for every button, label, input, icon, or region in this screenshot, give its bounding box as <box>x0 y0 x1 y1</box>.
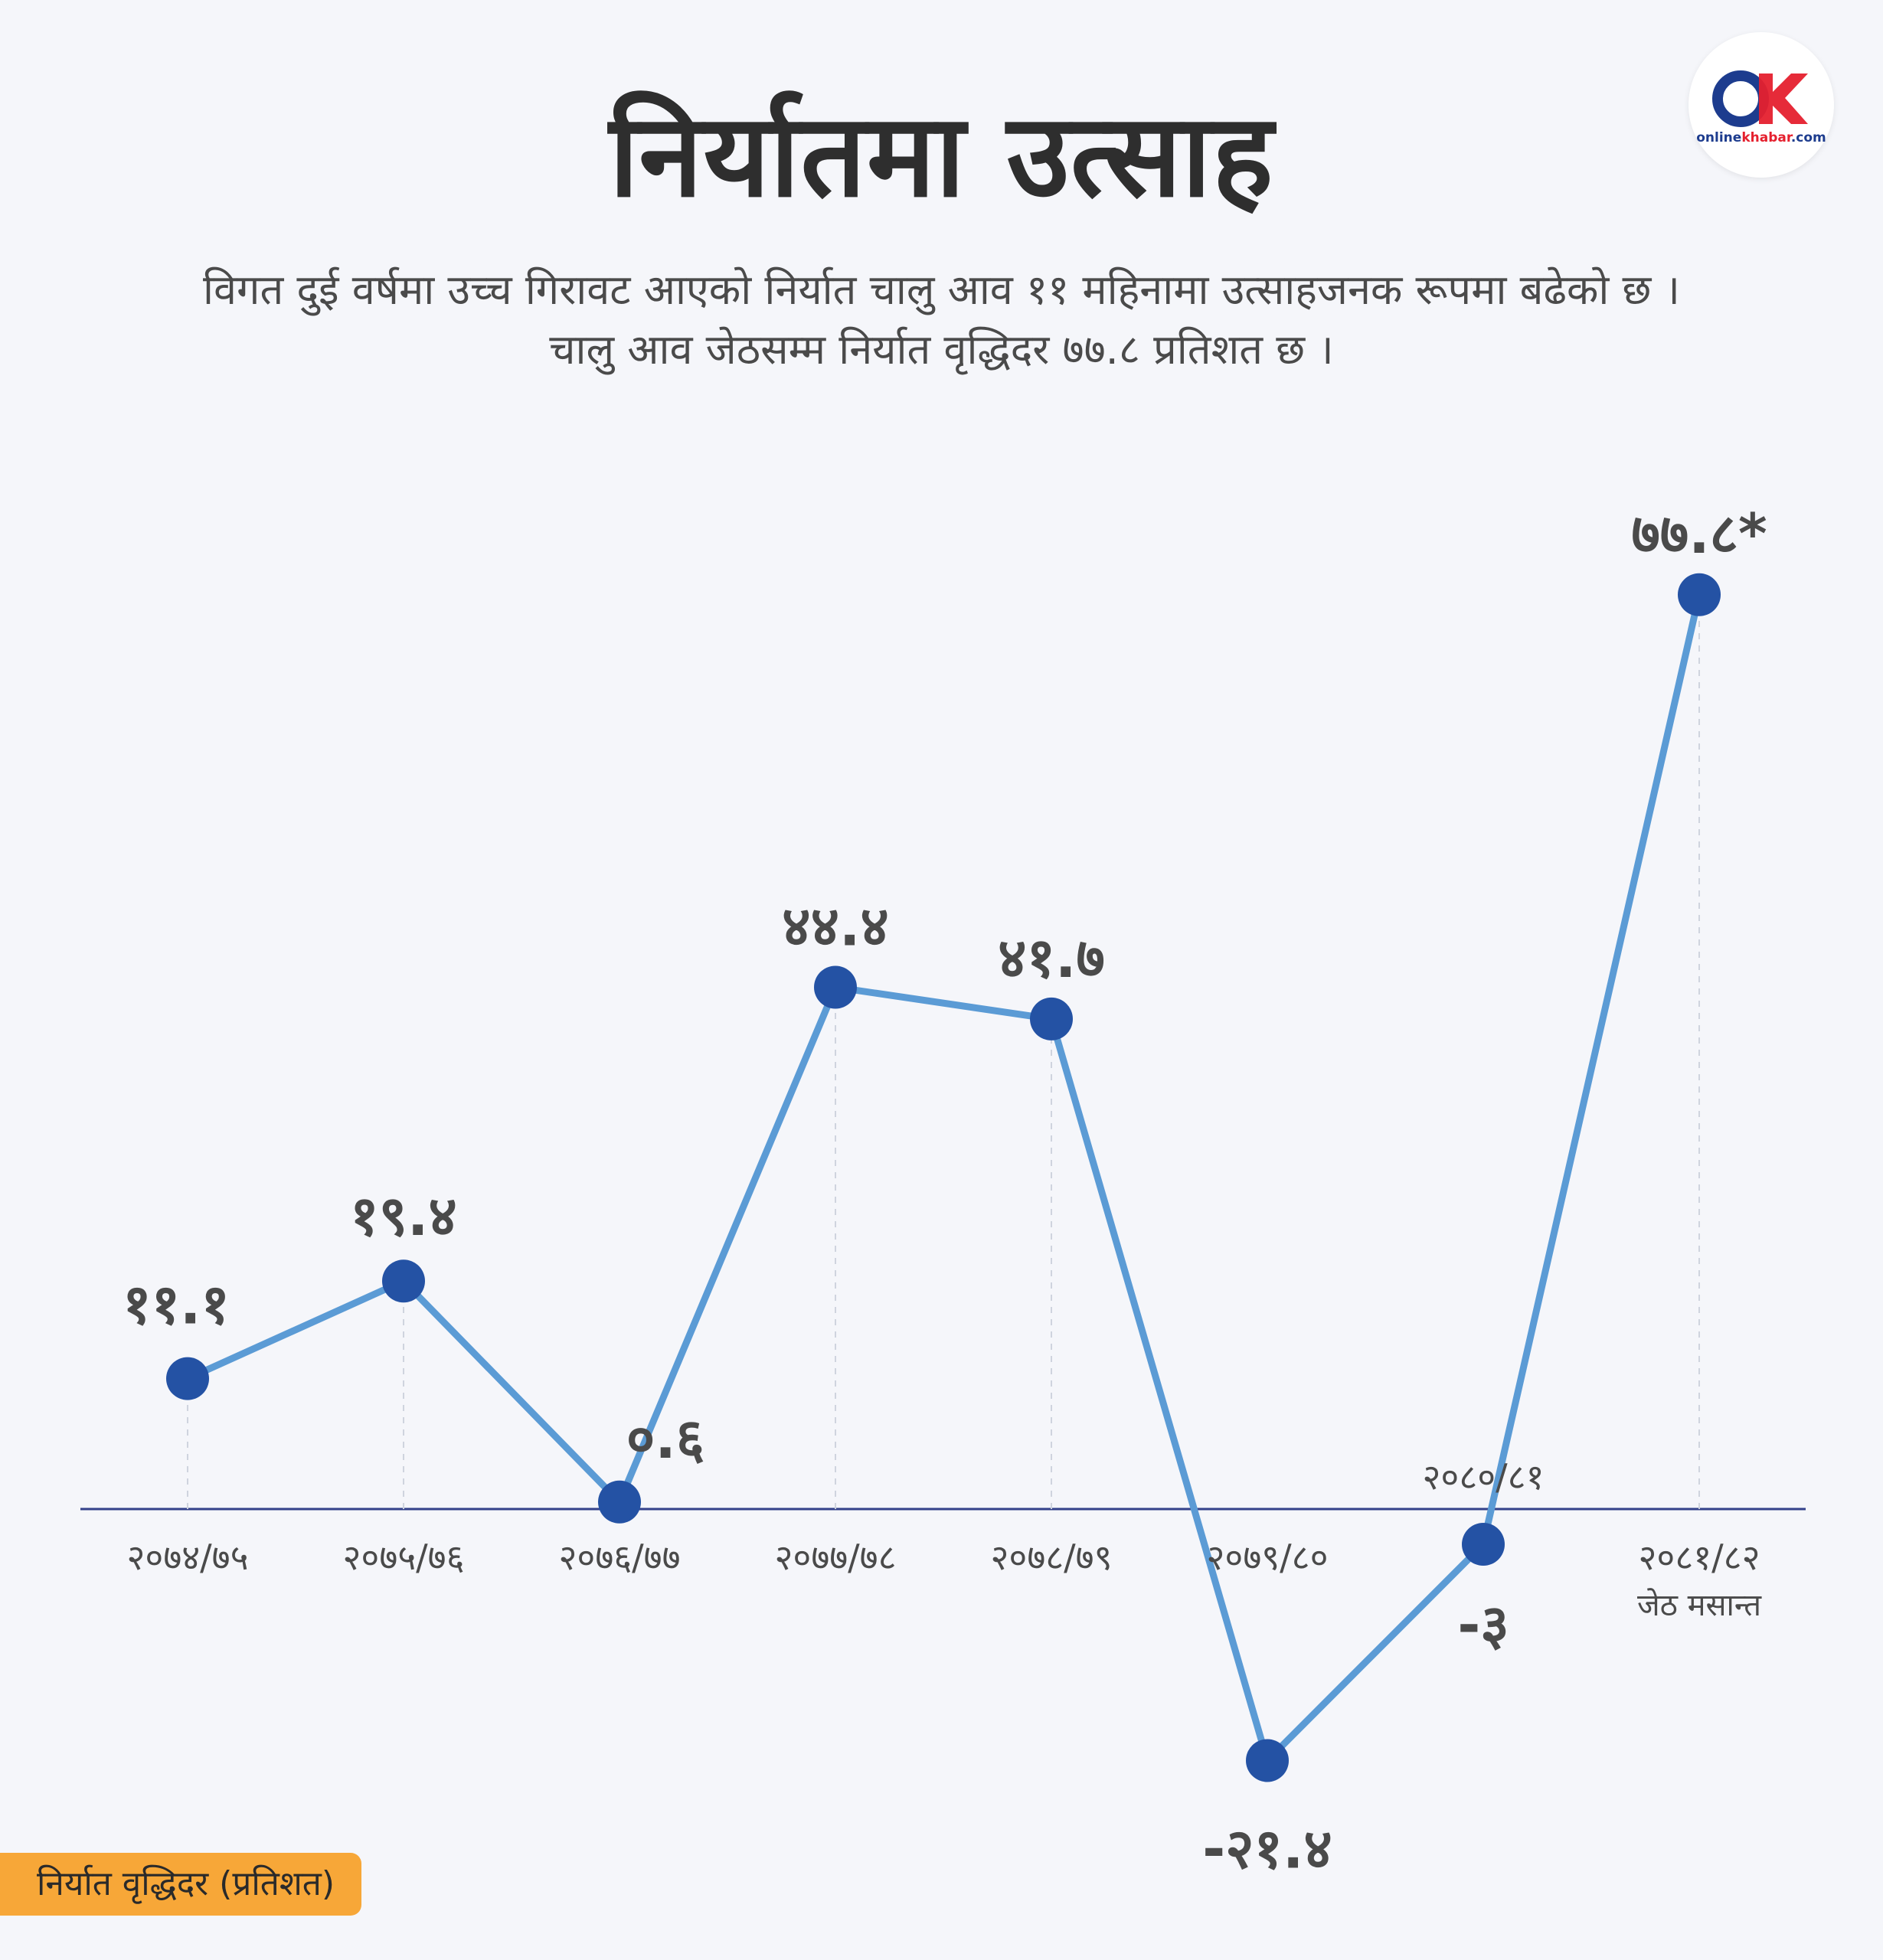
x-tick-label: २०८०/८१ <box>1422 1456 1544 1498</box>
data-point <box>1678 573 1721 616</box>
value-label: ४४.४ <box>782 893 889 958</box>
data-points <box>166 573 1721 1782</box>
value-label: ११.१ <box>123 1272 230 1337</box>
value-label: ७७.८* <box>1631 501 1767 566</box>
legend-badge: निर्यात वृद्धिदर (प्रतिशत) <box>0 1853 361 1916</box>
value-labels: ११.१ १९.४ ०.६ ४४.४ ४१.७ -२१.४ -३ ७७.८* <box>123 501 1767 1881</box>
data-point <box>814 965 857 1009</box>
x-tick-label: २०७७/७८ <box>774 1537 896 1578</box>
chart-subtitle: विगत दुई वर्षमा उच्च गिरावट आएको निर्यात… <box>61 260 1822 380</box>
chart-title: निर्यातमा उत्साह <box>609 90 1274 223</box>
x-tick-label: २०७५/७६ <box>342 1537 464 1578</box>
guide-lines <box>187 594 1700 1509</box>
value-label: -३ <box>1457 1592 1509 1657</box>
x-tick-label: २०७४/७५ <box>126 1537 248 1578</box>
subtitle-line-1: विगत दुई वर्षमा उच्च गिरावट आएको निर्यात… <box>203 266 1680 314</box>
subtitle-line-2: चालु आव जेठसम्म निर्यात वृद्धिदर ७७.८ प्… <box>549 325 1334 374</box>
x-tick-label: २०८१/८२ <box>1638 1537 1760 1578</box>
value-label: -२१.४ <box>1202 1816 1332 1880</box>
x-tick-label: २०७६/७७ <box>558 1537 680 1578</box>
data-point <box>598 1480 641 1524</box>
data-point <box>1030 997 1073 1040</box>
x-tick-note: जेठ मसान्त <box>1637 1588 1762 1623</box>
value-label: १९.४ <box>350 1184 457 1248</box>
data-point <box>382 1259 425 1303</box>
logo-wordmark: onlinekhabar.com <box>1688 130 1834 145</box>
logo-domain: .com <box>1790 130 1826 145</box>
value-label: ०.६ <box>626 1406 704 1471</box>
x-tick-label: २०७९/८० <box>1206 1537 1328 1578</box>
x-axis-labels: २०७४/७५ २०७५/७६ २०७६/७७ २०७७/७८ २०७८/७९ २०७९/… <box>126 1456 1762 1623</box>
logo-brand-left: online <box>1696 130 1742 145</box>
data-point <box>166 1357 209 1400</box>
x-tick-label: २०७८/७९ <box>990 1537 1112 1578</box>
logo-brand-right: khabar <box>1741 130 1791 145</box>
data-point <box>1462 1523 1505 1566</box>
ok-logo-icon <box>1712 70 1808 127</box>
series-line <box>186 593 1703 1764</box>
value-label: ४१.७ <box>998 926 1105 990</box>
onlinekhabar-logo: onlinekhabar.com <box>1688 32 1834 178</box>
data-point <box>1246 1739 1289 1782</box>
